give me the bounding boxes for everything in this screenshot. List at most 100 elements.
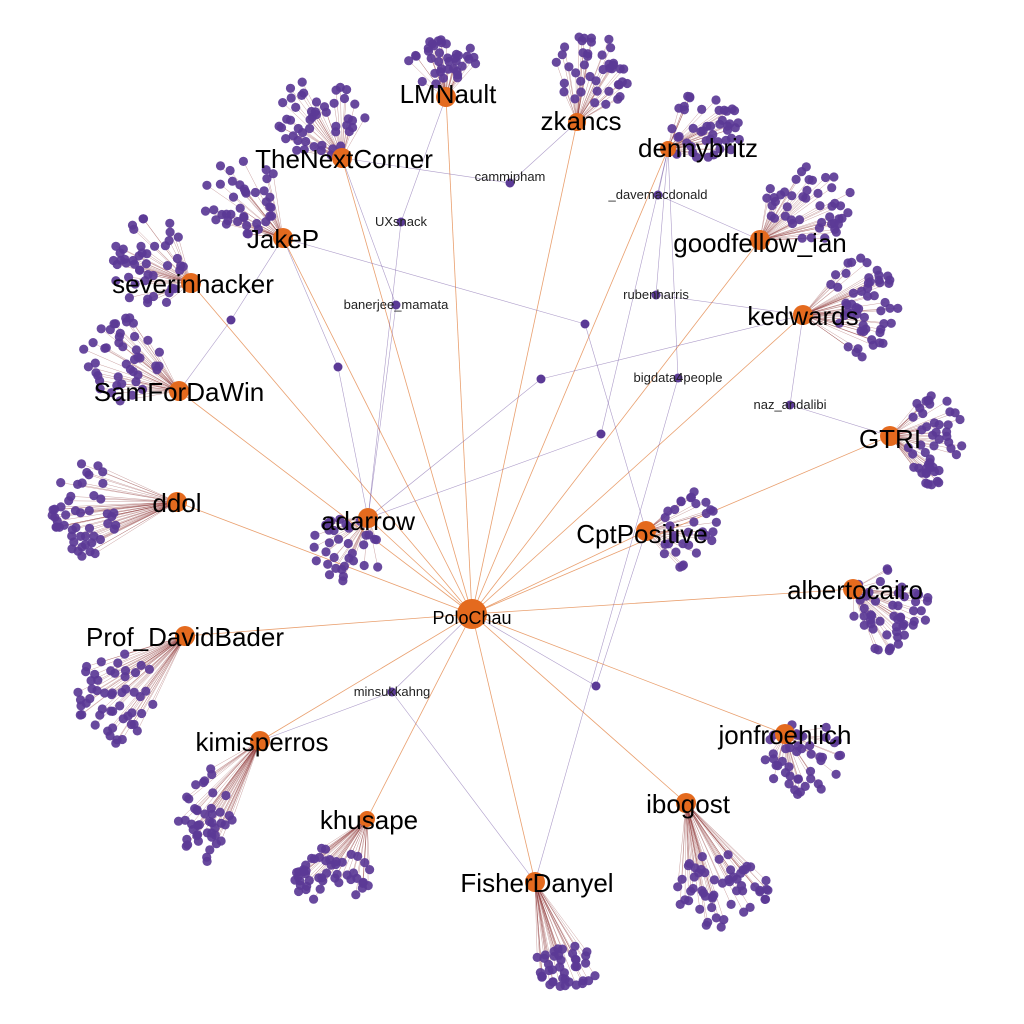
leaf-node-albertocairo[interactable]	[913, 590, 924, 600]
leaf-node-albertocairo[interactable]	[867, 611, 877, 621]
leaf-node-FisherDanyel[interactable]	[590, 971, 600, 981]
leaf-node-kedwards[interactable]	[875, 278, 885, 288]
leaf-node-goodfellow_ian[interactable]	[845, 187, 855, 198]
leaf-node-jonfroehlich[interactable]	[816, 755, 826, 766]
leaf-node-LMNault[interactable]	[465, 43, 475, 53]
hub-node-khusape[interactable]	[359, 811, 375, 827]
leaf-node-GTRI[interactable]	[909, 462, 919, 472]
leaf-node-goodfellow_ian[interactable]	[830, 198, 840, 208]
leaf-node-adarrow[interactable]	[364, 530, 374, 540]
leaf-node-CptPositive[interactable]	[677, 561, 687, 571]
leaf-node-albertocairo[interactable]	[893, 639, 904, 649]
leaf-node-kedwards[interactable]	[843, 258, 853, 268]
leaf-node-kedwards[interactable]	[853, 344, 863, 354]
leaf-node-TheNextCorner[interactable]	[301, 136, 311, 147]
hub-node-CptPositive[interactable]	[636, 521, 656, 541]
leaf-node-albertocairo[interactable]	[882, 630, 892, 640]
leaf-node-SamForDaWin[interactable]	[130, 331, 140, 342]
leaf-node-severinhacker[interactable]	[143, 294, 153, 304]
leaf-node-goodfellow_ian[interactable]	[843, 208, 853, 218]
leaf-node-CptPositive[interactable]	[670, 504, 680, 515]
leaf-node-ibogost[interactable]	[736, 868, 746, 879]
leaf-node-kimisperros[interactable]	[211, 839, 221, 849]
leaf-node-ibogost[interactable]	[696, 864, 706, 875]
hub-node-PoloChau[interactable]	[457, 599, 487, 629]
leaf-node-albertocairo[interactable]	[920, 615, 931, 625]
leaf-node-zkancs[interactable]	[597, 50, 607, 60]
leaf-node-SamForDaWin[interactable]	[127, 390, 137, 400]
hub-node-Prof_DavidBader[interactable]	[175, 626, 195, 646]
leaf-node-kedwards[interactable]	[885, 275, 895, 285]
leaf-node-Prof_DavidBader[interactable]	[120, 666, 131, 676]
leaf-node-CptPositive[interactable]	[678, 539, 688, 549]
leaf-node-JakeP[interactable]	[211, 215, 221, 225]
leaf-node-Prof_DavidBader[interactable]	[148, 699, 158, 710]
leaf-node-zkancs[interactable]	[606, 43, 616, 53]
leaf-node-jonfroehlich[interactable]	[793, 789, 803, 800]
leaf-node-LMNault[interactable]	[433, 36, 443, 46]
hub-node-GTRI[interactable]	[880, 426, 900, 446]
leaf-node-adarrow[interactable]	[309, 542, 319, 552]
leaf-node-albertocairo[interactable]	[923, 593, 933, 603]
leaf-node-zkancs[interactable]	[579, 60, 590, 70]
leaf-node-albertocairo[interactable]	[909, 606, 919, 616]
leaf-node-albertocairo[interactable]	[859, 603, 869, 614]
leaf-node-jonfroehlich[interactable]	[805, 766, 816, 776]
leaf-node-LMNault[interactable]	[426, 53, 436, 64]
leaf-node-adarrow[interactable]	[324, 570, 335, 580]
leaf-node-JakeP[interactable]	[265, 192, 275, 202]
leaf-node-kimisperros[interactable]	[200, 809, 210, 819]
leaf-node-adarrow[interactable]	[359, 560, 369, 571]
leaf-node-TheNextCorner[interactable]	[297, 77, 307, 87]
leaf-node-Prof_DavidBader[interactable]	[130, 668, 141, 678]
leaf-node-TheNextCorner[interactable]	[293, 123, 303, 134]
leaf-node-albertocairo[interactable]	[873, 645, 883, 655]
leaf-node-TheNextCorner[interactable]	[285, 115, 296, 125]
leaf-node-GTRI[interactable]	[934, 465, 944, 476]
leaf-node-ddol[interactable]	[50, 504, 60, 514]
leaf-node-ddol[interactable]	[87, 538, 97, 548]
leaf-node-zkancs[interactable]	[559, 87, 569, 97]
leaf-node-ddol[interactable]	[77, 551, 87, 561]
leaf-node-SamForDaWin[interactable]	[95, 384, 105, 394]
leaf-node-TheNextCorner[interactable]	[276, 123, 287, 133]
leaf-node-FisherDanyel[interactable]	[572, 961, 582, 972]
hub-node-goodfellow_ian[interactable]	[750, 230, 770, 250]
leaf-node-LMNault[interactable]	[434, 48, 445, 58]
leaf-node-zkancs[interactable]	[579, 33, 589, 43]
leaf-node-Prof_DavidBader[interactable]	[105, 731, 115, 741]
leaf-node-FisherDanyel[interactable]	[564, 977, 574, 987]
leaf-node-GTRI[interactable]	[920, 447, 930, 458]
leaf-node-severinhacker[interactable]	[138, 214, 148, 224]
bridge-node-naz_andalibi[interactable]	[785, 400, 795, 410]
leaf-node-albertocairo[interactable]	[909, 616, 919, 627]
leaf-node-GTRI[interactable]	[908, 412, 918, 422]
leaf-node-adarrow[interactable]	[310, 530, 320, 540]
leaf-node-albertocairo[interactable]	[875, 616, 885, 626]
leaf-node-GTRI[interactable]	[942, 431, 952, 441]
leaf-node-khusape[interactable]	[331, 859, 341, 870]
leaf-node-SamForDaWin[interactable]	[91, 368, 101, 378]
leaf-node-adarrow[interactable]	[339, 561, 349, 571]
leaf-node-goodfellow_ian[interactable]	[766, 211, 776, 221]
leaf-node-GTRI[interactable]	[957, 441, 967, 451]
leaf-node-Prof_DavidBader[interactable]	[108, 723, 118, 733]
leaf-node-dennybritz[interactable]	[733, 118, 743, 128]
leaf-node-LMNault[interactable]	[443, 53, 453, 63]
leaf-node-Prof_DavidBader[interactable]	[120, 649, 130, 659]
leaf-node-JakeP[interactable]	[200, 206, 211, 216]
leaf-node-khusape[interactable]	[317, 843, 327, 854]
leaf-node-JakeP[interactable]	[228, 192, 239, 202]
leaf-node-ddol[interactable]	[96, 494, 106, 504]
leaf-node-SamForDaWin[interactable]	[143, 335, 153, 345]
leaf-node-ibogost[interactable]	[697, 852, 707, 862]
hub-node-LMNault[interactable]	[436, 87, 456, 107]
leaf-node-albertocairo[interactable]	[849, 611, 859, 621]
leaf-node-ibogost[interactable]	[707, 893, 718, 903]
leaf-node-dennybritz[interactable]	[723, 121, 733, 131]
leaf-node-dennybritz[interactable]	[688, 148, 698, 158]
leaf-node-ibogost[interactable]	[739, 907, 749, 917]
leaf-node-TheNextCorner[interactable]	[288, 131, 298, 141]
leaf-node-SamForDaWin[interactable]	[137, 384, 148, 394]
leaf-node-ibogost[interactable]	[673, 882, 683, 892]
